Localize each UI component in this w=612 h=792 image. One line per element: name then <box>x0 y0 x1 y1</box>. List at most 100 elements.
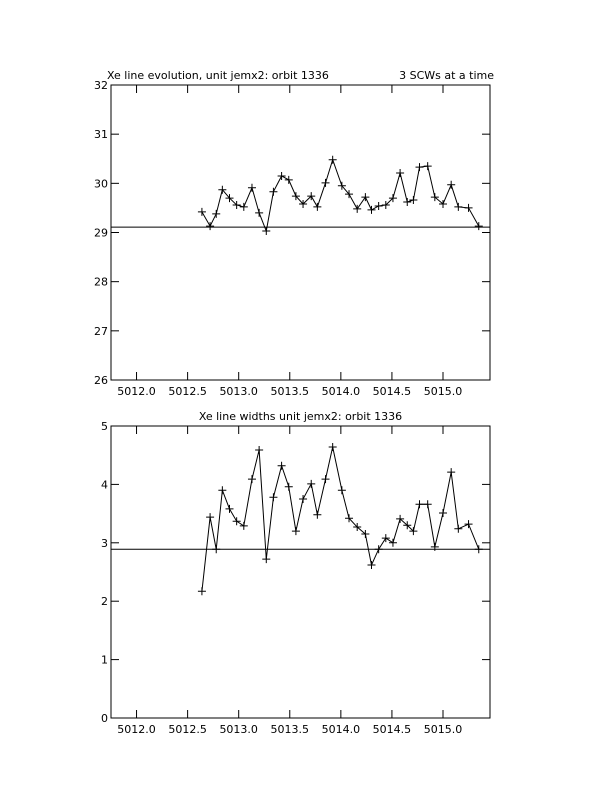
point-marker <box>277 461 286 470</box>
point-marker <box>388 194 397 203</box>
point-marker <box>269 187 278 196</box>
y-tick-label: 27 <box>94 325 108 338</box>
point-marker <box>307 479 316 488</box>
point-marker <box>374 201 383 210</box>
point-marker <box>454 524 463 533</box>
y-tick-label: 31 <box>94 128 108 141</box>
point-marker <box>232 517 241 526</box>
point-marker <box>225 504 234 513</box>
x-tick-label: 5013.5 <box>271 723 310 736</box>
data-line <box>201 158 480 233</box>
point-marker <box>415 500 424 509</box>
point-marker <box>337 486 346 495</box>
point-marker <box>447 180 456 189</box>
point-marker <box>212 209 221 218</box>
point-marker <box>262 227 271 236</box>
chart-title: Xe line evolution, unit jemx2: orbit 133… <box>107 69 329 82</box>
y-tick-label: 32 <box>94 79 108 92</box>
point-marker <box>313 202 322 211</box>
point-marker <box>423 162 432 171</box>
x-tick-label: 5014.5 <box>373 723 412 736</box>
point-marker <box>299 199 308 208</box>
point-marker <box>284 175 293 184</box>
point-marker <box>291 527 300 536</box>
point-marker <box>232 200 241 209</box>
point-marker <box>430 193 439 202</box>
point-marker <box>367 205 376 214</box>
point-marker <box>474 222 483 231</box>
point-marker <box>291 192 300 201</box>
point-marker <box>337 181 346 190</box>
point-marker <box>439 199 448 208</box>
point-marker <box>212 545 221 554</box>
point-marker <box>218 185 227 194</box>
point-marker <box>206 222 215 231</box>
point-marker <box>239 521 248 530</box>
point-marker <box>396 514 405 523</box>
y-tick-label: 30 <box>94 177 108 190</box>
point-marker <box>239 202 248 211</box>
x-tick-label: 5014.0 <box>322 385 361 398</box>
point-marker <box>218 486 227 495</box>
point-marker <box>299 495 308 503</box>
point-marker <box>247 183 256 192</box>
y-tick-label: 1 <box>101 654 108 667</box>
point-marker <box>255 208 264 217</box>
point-marker <box>361 193 370 202</box>
point-marker <box>423 500 432 509</box>
point-marker <box>206 513 215 522</box>
x-tick-label: 5013.0 <box>219 385 258 398</box>
plot-frame <box>110 425 491 719</box>
point-marker <box>284 482 293 491</box>
point-marker <box>403 198 412 207</box>
point-marker <box>464 520 473 529</box>
point-marker <box>197 207 206 216</box>
point-marker <box>353 204 362 213</box>
plot-frame <box>110 84 491 381</box>
point-marker <box>321 178 330 187</box>
x-tick-label: 5014.5 <box>373 385 412 398</box>
y-tick-label: 0 <box>101 712 108 725</box>
chart-title: Xe line widths unit jemx2: orbit 1336 <box>199 410 402 423</box>
x-tick-label: 5013.5 <box>271 385 310 398</box>
y-tick-label: 28 <box>94 276 108 289</box>
point-marker <box>361 530 370 539</box>
data-line <box>201 446 480 592</box>
point-marker <box>225 194 234 203</box>
point-marker <box>409 527 418 536</box>
x-tick-label: 5013.0 <box>219 723 258 736</box>
y-tick-label: 29 <box>94 227 108 240</box>
x-tick-label: 5015.0 <box>424 385 463 398</box>
point-marker <box>367 560 376 569</box>
point-marker <box>262 555 271 564</box>
y-tick-label: 26 <box>94 374 108 387</box>
point-marker <box>403 521 412 530</box>
point-marker <box>381 534 390 543</box>
annotation: 3 SCWs at a time <box>399 69 494 82</box>
point-marker <box>454 202 463 211</box>
point-marker <box>345 190 354 199</box>
point-marker <box>430 542 439 551</box>
y-tick-label: 2 <box>101 595 108 608</box>
point-marker <box>269 493 278 502</box>
point-marker <box>396 169 405 178</box>
y-tick-label: 4 <box>101 478 108 491</box>
point-marker <box>313 510 322 519</box>
point-marker <box>388 538 397 547</box>
x-tick-label: 5012.5 <box>168 723 207 736</box>
point-marker <box>321 475 330 484</box>
point-marker <box>374 545 383 554</box>
point-marker <box>415 163 424 172</box>
point-marker <box>247 475 256 484</box>
x-tick-label: 5015.0 <box>424 723 463 736</box>
point-marker <box>381 200 390 209</box>
point-marker <box>439 509 448 518</box>
point-marker <box>255 445 264 454</box>
x-tick-label: 5012.5 <box>168 385 207 398</box>
point-marker <box>464 203 473 212</box>
point-marker <box>345 514 354 523</box>
point-marker <box>197 587 206 596</box>
point-marker <box>353 523 362 532</box>
point-marker <box>409 196 418 205</box>
